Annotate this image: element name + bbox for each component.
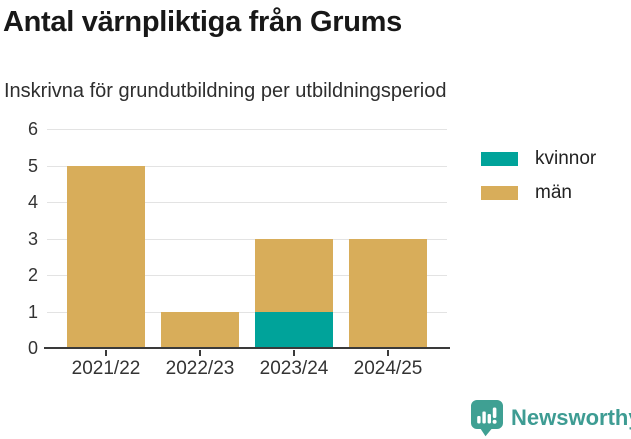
gridline: [47, 311, 447, 313]
bar-segment-män: [67, 165, 145, 348]
legend-swatch: [481, 152, 518, 166]
x-tick-label: 2022/23: [165, 358, 235, 379]
gridline: [47, 129, 447, 130]
bar-segment-män: [349, 238, 427, 348]
brand-name: Newsworthy: [511, 405, 631, 430]
x-axis-tick: [293, 350, 295, 356]
y-tick-label: 0: [27, 338, 38, 358]
y-tick-label: 1: [27, 301, 38, 322]
x-tick-label: 2023/24: [259, 358, 329, 379]
gridline: [47, 202, 447, 203]
legend-item: män: [481, 182, 596, 204]
chart-subtitle: Inskrivna för grundutbildning per utbild…: [4, 80, 447, 102]
bar-segment-kvinnor: [255, 311, 333, 348]
gridline: [47, 238, 447, 240]
legend-item: kvinnor: [481, 148, 596, 170]
gridline: [47, 275, 447, 276]
bar-segment-män: [161, 311, 239, 348]
gridline: [47, 165, 447, 167]
plot-area: [47, 129, 447, 348]
legend-label: kvinnor: [535, 148, 597, 169]
legend-label: män: [535, 182, 572, 203]
bar-segment-män: [255, 238, 333, 312]
y-tick-label: 3: [27, 228, 38, 249]
y-tick-label: 4: [27, 192, 38, 212]
newsworthy-icon: [471, 400, 503, 437]
x-axis-tick: [199, 350, 201, 356]
x-axis-tick: [387, 350, 389, 356]
y-tick-label: 5: [27, 155, 38, 176]
legend: kvinnor män: [481, 148, 596, 216]
x-tick-label: 2021/22: [71, 358, 141, 379]
legend-swatch: [481, 186, 518, 200]
y-tick-label: 2: [27, 265, 38, 285]
y-tick-label: 6: [27, 119, 38, 139]
chart-title: Antal värnpliktiga från Grums: [3, 6, 402, 38]
x-axis-tick: [105, 350, 107, 356]
x-tick-label: 2024/25: [353, 358, 423, 379]
x-axis-line: [44, 347, 450, 349]
footer-logo: Newsworthy: [470, 399, 631, 437]
